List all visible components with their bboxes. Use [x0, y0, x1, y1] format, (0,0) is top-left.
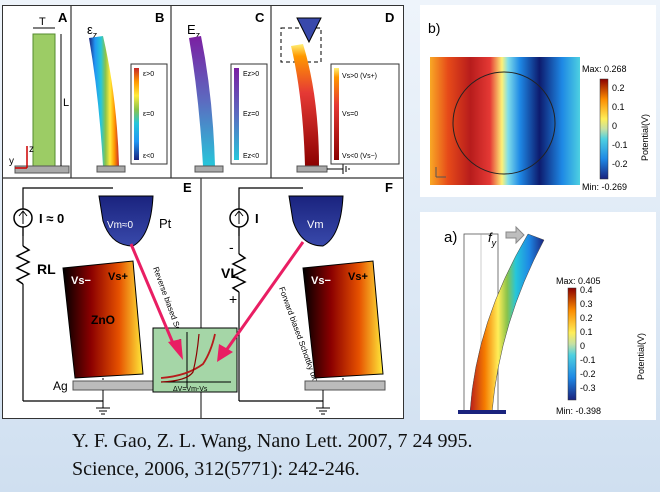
svg-text:Ez=0: Ez=0	[243, 111, 259, 118]
svg-text:-0.1: -0.1	[580, 355, 596, 365]
svg-text:0.2: 0.2	[580, 313, 593, 323]
svg-text:Vs<0 (Vs−): Vs<0 (Vs−)	[342, 153, 377, 160]
pt-tip-f	[288, 195, 344, 247]
legend-d	[330, 63, 400, 165]
axis-y: y	[9, 156, 14, 167]
symbol-b: εz	[87, 22, 98, 40]
symbol-c: Ez	[187, 22, 201, 40]
svg-text:ε<0: ε<0	[143, 153, 154, 160]
iv-dv: ΔV=Vm-Vs	[173, 386, 208, 393]
colorbar-a-max: Max: 0.405	[556, 276, 601, 286]
force-arrow	[505, 225, 525, 245]
ag-electrode	[72, 380, 154, 391]
svg-text:-0.2: -0.2	[580, 369, 596, 379]
svg-text:Ez<0: Ez<0	[243, 153, 259, 160]
svg-text:ε=0: ε=0	[143, 111, 154, 118]
svg-text:0: 0	[612, 121, 617, 131]
svg-text:Vs=0: Vs=0	[342, 111, 358, 118]
cross-section-circle	[452, 71, 556, 175]
svg-text:Ez>0: Ez>0	[243, 71, 259, 78]
tip-label-f: Vm	[307, 219, 324, 231]
current-f: I	[255, 211, 259, 226]
tip-label-e: Vm≈0	[107, 220, 133, 231]
left-figure-svg: A B C D E F T L z y εz ε>0 ε=0 ε<0 Ez Ez…	[3, 6, 403, 418]
deformed-rod	[469, 233, 545, 413]
ag-electrode-f	[304, 380, 386, 391]
colorbar-a-title: Potential(V)	[636, 333, 646, 380]
strain-rod	[89, 36, 119, 166]
panel-label-a: A	[58, 10, 68, 25]
panel-label-c: C	[255, 10, 265, 25]
potential-map-b-svg: b) Max: 0.268 Min: -0.269 0.2 0.1 0 -0.1…	[428, 20, 650, 192]
label-b: b)	[428, 20, 440, 36]
vs-plus-f: Vs+	[348, 271, 368, 283]
current-e: I ≈ 0	[39, 211, 64, 226]
svg-text:-0.2: -0.2	[612, 159, 628, 169]
nanowire-rod	[32, 33, 56, 167]
svg-text:ε>0: ε>0	[143, 71, 154, 78]
label-a: a)	[444, 229, 457, 246]
svg-text:0.3: 0.3	[580, 299, 593, 309]
potential-map-b: b) Max: 0.268 Min: -0.269 0.2 0.1 0 -0.1…	[420, 5, 656, 197]
panel-label-f: F	[385, 180, 393, 195]
substrate	[14, 165, 70, 174]
zno-block-f	[302, 260, 384, 379]
zno-label: ZnO	[91, 313, 115, 327]
label-t: T	[39, 16, 46, 28]
colorbar-a-min: Min: -0.398	[556, 406, 601, 416]
zno-block-e	[62, 260, 144, 379]
afm-tip	[296, 17, 322, 44]
bent-nanowire-a-svg: a) fy Max: 0.405 Min: -0.398 0.4 0.3 0.2…	[444, 225, 646, 416]
colorbar-b-min: Min: -0.269	[582, 182, 627, 192]
colorbar-b-max: Max: 0.268	[582, 64, 627, 74]
potential-rod	[291, 44, 319, 166]
resistor-f	[231, 253, 247, 293]
plus-f: +	[229, 291, 237, 307]
field-rod	[189, 36, 215, 166]
svg-text:0: 0	[580, 341, 585, 351]
svg-text:Vs>0 (Vs+): Vs>0 (Vs+)	[342, 73, 377, 80]
minus-f: -	[229, 239, 234, 255]
pt-label: Pt	[159, 216, 172, 231]
heatmap-b	[430, 57, 580, 185]
citation-line-1: Y. F. Gao, Z. L. Wang, Nano Lett. 2007, …	[72, 430, 473, 452]
ag-label: Ag	[53, 379, 68, 393]
axis-z: z	[29, 144, 34, 155]
colorbar-b	[599, 78, 609, 180]
vs-minus-e: Vs−	[71, 275, 91, 287]
resistor-e	[15, 245, 31, 285]
panel-label-d: D	[385, 10, 394, 25]
svg-text:0.4: 0.4	[580, 285, 593, 295]
left-figure: A B C D E F T L z y εz ε>0 ε=0 ε<0 Ez Ez…	[2, 5, 404, 419]
force-label: fy	[488, 230, 497, 248]
vs-plus-e: Vs+	[108, 271, 128, 283]
svg-text:-0.3: -0.3	[580, 383, 596, 393]
panel-label-b: B	[155, 10, 164, 25]
svg-text:0.2: 0.2	[612, 83, 625, 93]
colorbar-a	[567, 287, 577, 401]
bent-nanowire-a: a) fy Max: 0.405 Min: -0.398 0.4 0.3 0.2…	[420, 212, 656, 420]
vs-minus-f: Vs−	[311, 275, 331, 287]
svg-text:-0.1: -0.1	[612, 140, 628, 150]
svg-text:0.1: 0.1	[612, 102, 625, 112]
label-l: L	[63, 97, 69, 109]
label-rl: RL	[37, 261, 56, 277]
colorbar-b-title: Potential(V)	[640, 114, 650, 161]
svg-text:0.1: 0.1	[580, 327, 593, 337]
panel-label-e: E	[183, 180, 192, 195]
label-vl: VL	[221, 265, 239, 281]
citation-line-2: Science, 2006, 312(5771): 242-246.	[72, 458, 360, 480]
